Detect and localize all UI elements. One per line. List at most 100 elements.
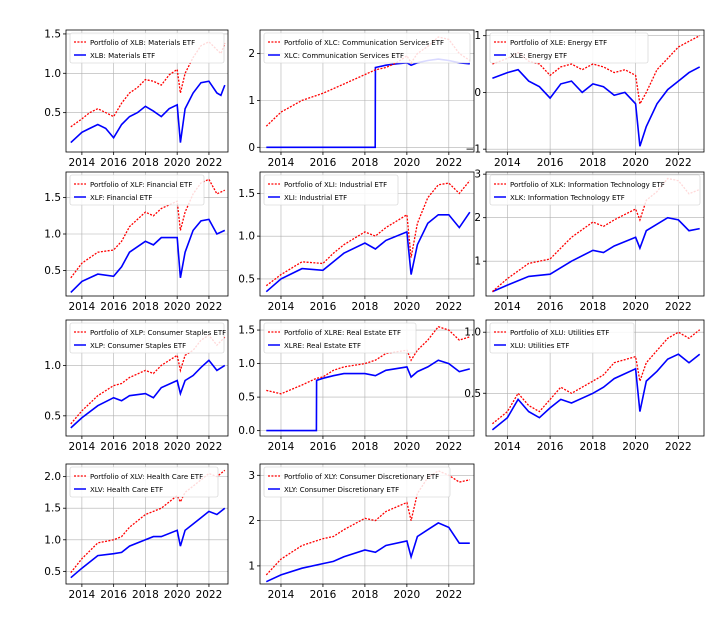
legend: Portfolio of XLC: Communication Services… <box>263 32 471 64</box>
y-tick-label: 0.5 <box>464 388 481 400</box>
x-tick-label: 2018 <box>352 301 379 313</box>
axes-frame <box>65 319 229 437</box>
x-tick-label: 2014 <box>69 589 96 601</box>
y-tick-label: 2 <box>248 48 255 60</box>
x-tick-label: 2014 <box>494 441 521 453</box>
legend-label: XLRE: Real Estate ETF <box>284 342 361 350</box>
legend-label: XLB: Materials ETF <box>90 52 155 60</box>
legend-box <box>489 32 649 64</box>
x-tick-label: 2018 <box>352 441 379 453</box>
legend-box <box>69 32 225 64</box>
x-tick-label: 2016 <box>100 441 127 453</box>
legend-label: XLU: Utilities ETF <box>510 342 569 350</box>
legend-box <box>263 322 417 354</box>
x-tick-label: 2020 <box>393 589 420 601</box>
x-tick-label: 2014 <box>268 441 295 453</box>
y-tick-label: 1.0 <box>44 229 61 241</box>
x-tick-label: 2018 <box>352 157 379 169</box>
y-tick-label: 3 <box>474 169 481 181</box>
x-tick-label: 2014 <box>494 301 521 313</box>
x-tick-label: 2022 <box>665 157 692 169</box>
x-tick-label: 2022 <box>196 441 223 453</box>
y-tick-label: 1.5 <box>238 188 255 200</box>
legend: Portfolio of XLK: Information Technology… <box>489 174 701 206</box>
subplot-10: 2014 2016 2018 2020 2022 0.5 1.0 1.5 2.0 Portfoli… <box>44 463 229 601</box>
y-tick-label: 2 <box>474 212 481 224</box>
legend-label: Portfolio of XLP: Consumer Staples ETF <box>90 329 226 337</box>
etf-series-line <box>265 211 471 293</box>
y-tick-label: −1 <box>466 144 481 156</box>
portfolio-series-line <box>265 36 471 127</box>
legend-box <box>263 466 451 498</box>
x-tick-label: 2022 <box>435 441 462 453</box>
legend-label: Portfolio of XLC: Communication Services… <box>284 39 444 47</box>
legend-label: XLP: Consumer Staples ETF <box>90 342 186 350</box>
legend-box <box>489 174 701 206</box>
y-tick-label: 0.5 <box>44 265 61 277</box>
legend-box <box>263 32 471 64</box>
legend-box <box>69 174 205 206</box>
x-tick-label: 2020 <box>164 157 191 169</box>
subplot-8: 2014 2016 2018 2020 2022 0.0 0.5 1.0 1.5 Portfoli… <box>238 319 475 453</box>
x-tick-label: 2018 <box>132 301 159 313</box>
y-tick-label: 1.0 <box>44 68 61 80</box>
y-tick-label: 1 <box>474 256 481 268</box>
x-tick-label: 2022 <box>435 301 462 313</box>
x-tick-label: 2016 <box>310 441 337 453</box>
x-tick-label: 2020 <box>393 301 420 313</box>
subplot-7: 2014 2016 2018 2020 2022 0.5 1.0 Portfolio of X… <box>44 319 229 453</box>
legend: Portfolio of XLY: Consumer Discretionary… <box>263 466 451 498</box>
legend-label: Portfolio of XLB: Materials ETF <box>90 39 195 47</box>
subplot-2: 2014 2016 2018 2020 2022 0 1 2 Portfolio of XLC:… <box>248 29 475 169</box>
axes-frame <box>485 171 705 297</box>
axes-frame <box>485 319 705 437</box>
legend-box <box>489 322 635 354</box>
y-tick-label: 1.0 <box>44 534 61 546</box>
legend-label: Portfolio of XLI: Industrial ETF <box>284 181 387 189</box>
x-tick-label: 2014 <box>494 157 521 169</box>
subplot-5: 2014 2016 2018 2020 2022 0.5 1.0 1.5 Portfolio o… <box>238 171 475 313</box>
portfolio-series-line <box>491 329 701 425</box>
y-tick-label: 0.5 <box>44 410 61 422</box>
legend-label: Portfolio of XLU: Utilities ETF <box>510 329 609 337</box>
etf-series-line <box>492 66 701 147</box>
etf-series-line <box>70 218 226 293</box>
etf-series-line <box>70 507 226 579</box>
x-tick-label: 2014 <box>69 157 96 169</box>
subplot-6: 2014 2016 2018 2020 2022 1 2 3 Portfolio of XLK:… <box>474 169 705 313</box>
x-tick-label: 2022 <box>665 301 692 313</box>
x-tick-label: 2016 <box>310 157 337 169</box>
x-tick-label: 2018 <box>132 441 159 453</box>
x-tick-label: 2014 <box>69 441 96 453</box>
legend-label: XLE: Energy ETF <box>510 52 567 60</box>
y-tick-label: 0.5 <box>238 273 255 285</box>
axes-frame <box>65 463 229 585</box>
subplot-1: 2014 2016 2018 2020 2022 0.5 1.0 1.5 Portfolio o… <box>44 28 229 169</box>
legend-label: Portfolio of XLE: Energy ETF <box>510 39 607 47</box>
legend-label: XLV: Health Care ETF <box>90 486 163 494</box>
axes-frame <box>485 29 705 153</box>
y-tick-label: 1 <box>474 30 481 42</box>
x-tick-label: 2022 <box>435 589 462 601</box>
x-tick-label: 2016 <box>537 157 564 169</box>
legend-box <box>69 466 219 498</box>
x-tick-label: 2020 <box>393 441 420 453</box>
etf-series-line <box>265 521 470 583</box>
x-tick-label: 2022 <box>665 441 692 453</box>
legend-box <box>69 322 225 354</box>
legend: Portfolio of XLF: Financial ETF XLF: Fina… <box>69 174 205 206</box>
y-tick-label: 1.5 <box>44 192 61 204</box>
y-tick-label: 1.0 <box>44 360 61 372</box>
x-tick-label: 2020 <box>164 301 191 313</box>
x-tick-label: 2018 <box>579 157 606 169</box>
x-tick-label: 2020 <box>164 589 191 601</box>
x-tick-label: 2016 <box>100 157 127 169</box>
axes-frame <box>259 171 475 297</box>
legend: Portfolio of XLE: Energy ETF XLE: Energy … <box>489 32 649 64</box>
legend-label: Portfolio of XLV: Health Care ETF <box>90 473 203 481</box>
x-tick-label: 2022 <box>196 301 223 313</box>
y-tick-label: 1.5 <box>238 325 255 337</box>
x-tick-label: 2014 <box>268 157 295 169</box>
legend: Portfolio of XLV: Health Care ETF XLV: He… <box>69 466 219 498</box>
x-tick-label: 2016 <box>537 441 564 453</box>
